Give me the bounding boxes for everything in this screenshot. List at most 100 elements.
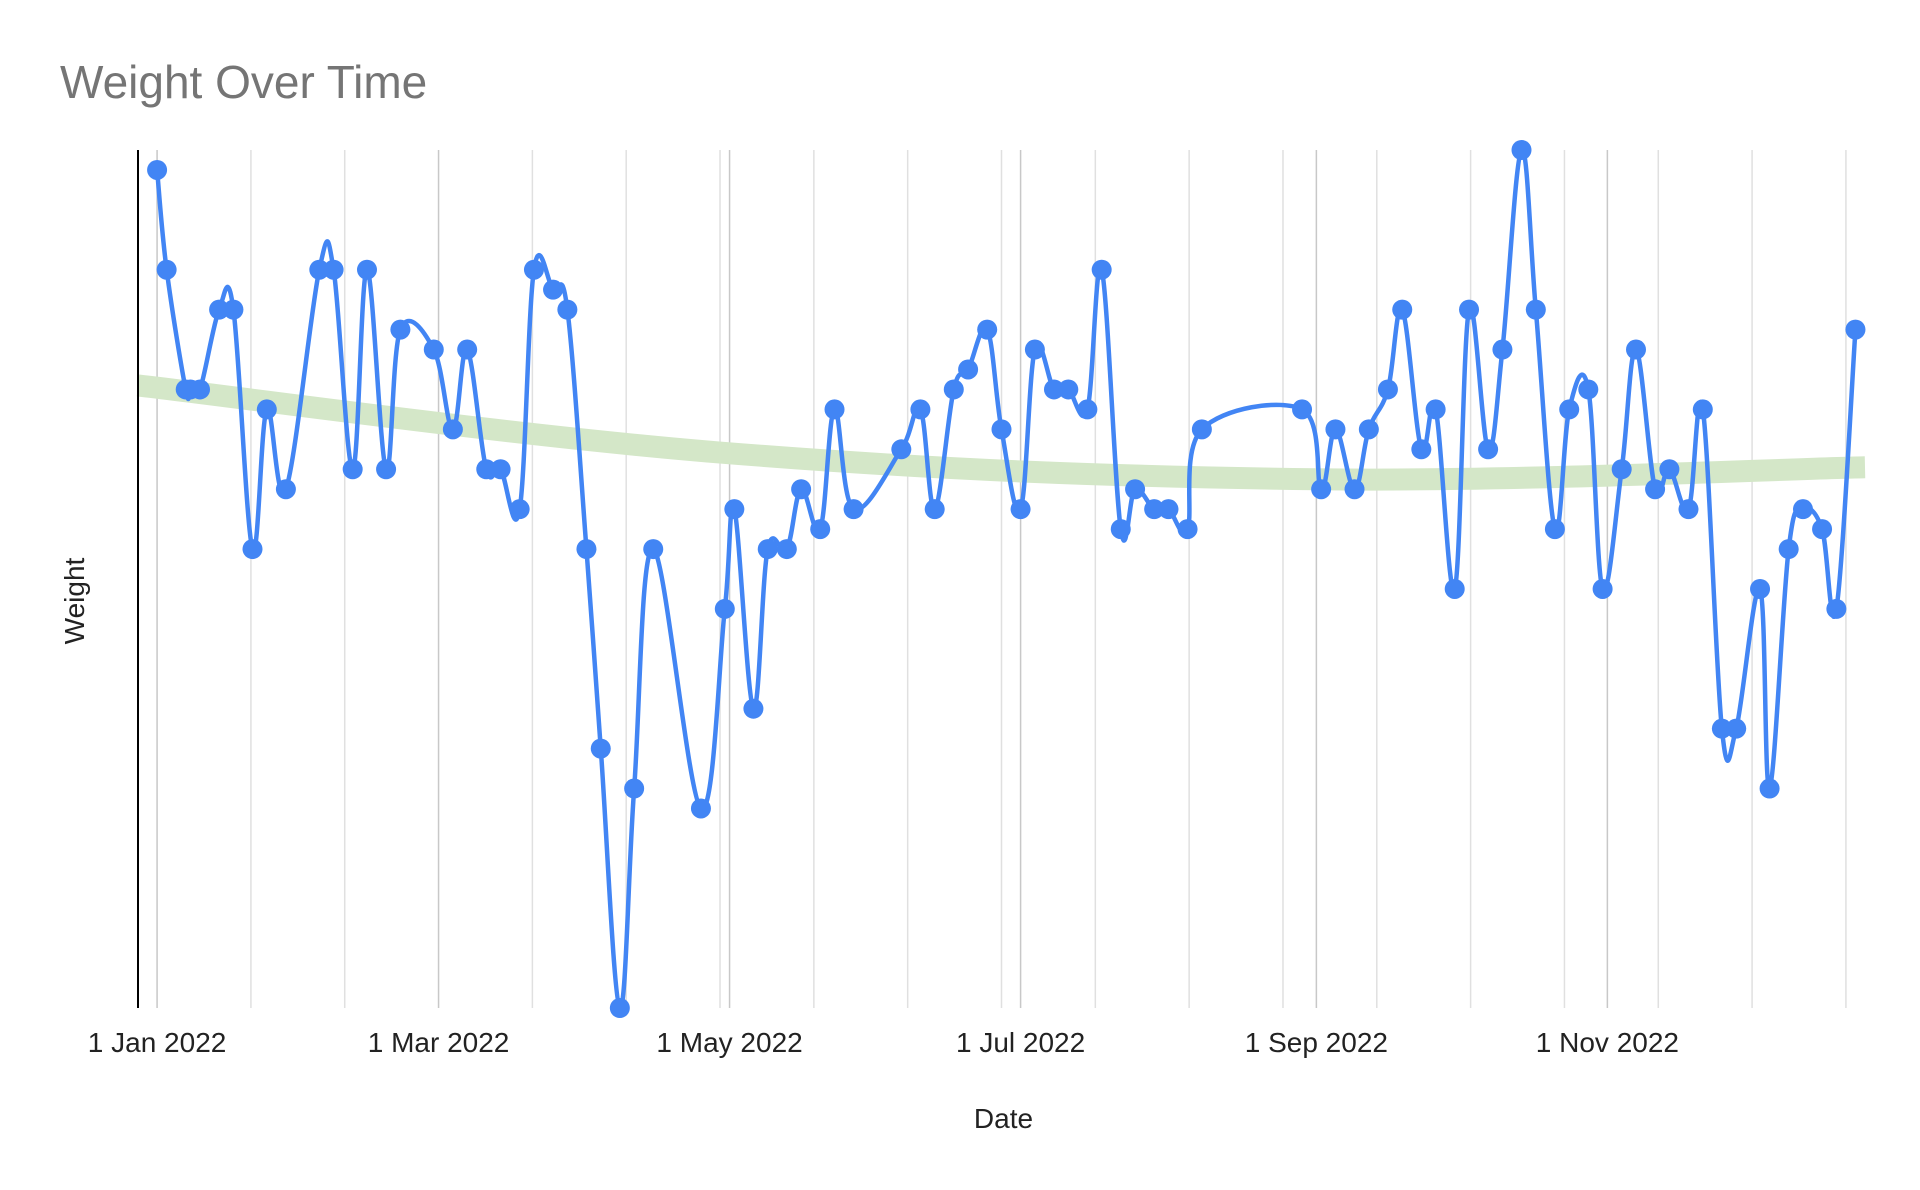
data-point (1792, 499, 1813, 520)
data-point (1812, 519, 1833, 540)
data-point (1845, 319, 1866, 340)
data-point (1411, 439, 1432, 460)
data-point (1826, 598, 1847, 619)
data-point (1110, 519, 1131, 540)
data-point (977, 319, 998, 340)
data-point (743, 698, 764, 719)
data-point (209, 299, 230, 320)
data-point (356, 259, 377, 280)
data-point (924, 499, 945, 520)
data-point (609, 998, 630, 1018)
data-point (1425, 399, 1446, 420)
data-point (1678, 499, 1699, 520)
data-point (1759, 778, 1780, 799)
data-point (1778, 539, 1799, 560)
data-point (256, 399, 277, 420)
data-point (1711, 718, 1732, 739)
data-point (1392, 299, 1413, 320)
data-point (1726, 718, 1747, 739)
data-point (1492, 339, 1513, 360)
data-point (1692, 399, 1713, 420)
data-point (509, 499, 530, 520)
x-tick-labels: 1 Jan 2022 1 Mar 2022 1 May 2022 1 Jul 2022… (88, 1027, 1679, 1058)
data-point (1626, 339, 1647, 360)
data-point (810, 519, 831, 540)
data-point (1091, 259, 1112, 280)
data-point (543, 279, 564, 300)
data-point (156, 259, 177, 280)
data-point (147, 159, 168, 180)
data-point (476, 459, 497, 480)
data-point (376, 459, 397, 480)
data-point (1478, 439, 1499, 460)
data-point (1024, 339, 1045, 360)
data-point (891, 439, 912, 460)
data-point (1358, 419, 1379, 440)
y-axis-label: Weight (59, 557, 90, 644)
data-point (1659, 459, 1680, 480)
data-point (1750, 578, 1771, 599)
data-point (1459, 299, 1480, 320)
data-point (714, 598, 735, 619)
data-point (1578, 379, 1599, 400)
data-point (943, 379, 964, 400)
data-point (1611, 459, 1632, 480)
data-point (1292, 399, 1313, 420)
data-point (1043, 379, 1064, 400)
data-point (1325, 419, 1346, 440)
data-point (958, 359, 979, 380)
data-point (323, 259, 344, 280)
data-point (1525, 299, 1546, 320)
data-point (190, 379, 211, 400)
data-point (309, 259, 330, 280)
data-point (910, 399, 931, 420)
data-point (342, 459, 363, 480)
data-point (242, 539, 263, 560)
data-point (457, 339, 478, 360)
data-point (791, 479, 812, 500)
data-point (1344, 479, 1365, 500)
x-tick-label: 1 Nov 2022 (1536, 1027, 1679, 1058)
data-point (1077, 399, 1098, 420)
data-point (1544, 519, 1565, 540)
data-point (275, 479, 296, 500)
data-point (1058, 379, 1079, 400)
data-point (1010, 499, 1031, 520)
data-point (690, 798, 711, 819)
data-point (223, 299, 244, 320)
x-tick-label: 1 Mar 2022 (368, 1027, 510, 1058)
gridlines (156, 150, 1847, 1008)
data-point (991, 419, 1012, 440)
series-layer (147, 140, 1866, 1018)
data-point (1191, 419, 1212, 440)
x-tick-label: 1 May 2022 (656, 1027, 802, 1058)
data-point (523, 259, 544, 280)
data-point (390, 319, 411, 340)
data-point (643, 539, 664, 560)
data-point (576, 539, 597, 560)
data-point (1377, 379, 1398, 400)
x-axis-label: Date (974, 1103, 1033, 1134)
data-point (1645, 479, 1666, 500)
data-point (1592, 578, 1613, 599)
series-line (154, 147, 1858, 1011)
data-point (843, 499, 864, 520)
data-point (423, 339, 444, 360)
data-point (1444, 578, 1465, 599)
data-point (442, 419, 463, 440)
data-point (1125, 479, 1146, 500)
data-point (624, 778, 645, 799)
data-point (1144, 499, 1165, 520)
data-point (1158, 499, 1179, 520)
x-tick-label: 1 Jul 2022 (956, 1027, 1085, 1058)
data-point (1511, 140, 1532, 160)
data-point (1559, 399, 1580, 420)
data-point (1311, 479, 1332, 500)
data-point (490, 459, 511, 480)
data-point (1177, 519, 1198, 540)
x-tick-label: 1 Jan 2022 (88, 1027, 227, 1058)
data-point (776, 539, 797, 560)
data-point (557, 299, 578, 320)
data-point (724, 499, 745, 520)
